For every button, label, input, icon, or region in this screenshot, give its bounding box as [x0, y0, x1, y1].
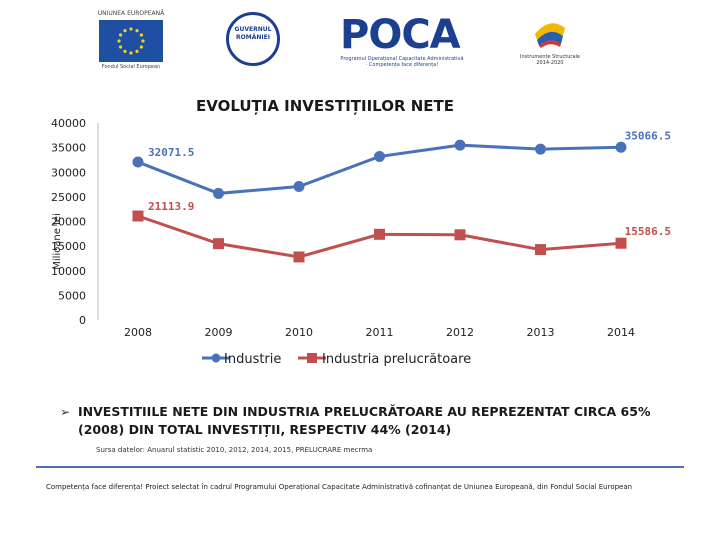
government-logo: GUVERNUL ROMÂNIEI [222, 10, 282, 74]
x-tick-label: 2011 [366, 326, 394, 339]
x-tick-label: 2009 [205, 326, 233, 339]
data-point-industrie [374, 150, 385, 162]
data-point-prelucratoare [535, 244, 546, 256]
x-tick-label: 2010 [285, 326, 313, 339]
x-tick-label: 2013 [527, 326, 555, 339]
data-label: 32071.5 [148, 146, 194, 159]
legend-label-industrie: Industrie [224, 352, 281, 367]
chart-title: EVOLUȚIA INVESTIȚIILOR NETE [196, 97, 454, 115]
y-tick-label: 10000 [51, 265, 86, 278]
gov-seal-icon [226, 12, 280, 66]
divider [36, 466, 684, 468]
poca-wordmark: POCA [340, 12, 461, 58]
y-axis-label: Milioane lei [52, 213, 63, 270]
data-point-prelucratoare [132, 210, 144, 222]
legend-label-prelucratoare: Industria prelucrătoare [322, 352, 471, 367]
data-label: 35066.5 [625, 129, 671, 142]
data-point-prelucratoare [374, 228, 385, 240]
data-point-industrie [615, 141, 627, 153]
footer-text: Competența face diferența! Proiect selec… [46, 483, 633, 491]
instrumente-structurale-icon [535, 23, 565, 48]
y-tick-label: 0 [79, 314, 86, 327]
data-point-prelucratoare [615, 237, 627, 249]
poca-logo: POCA Programul Operațional Capacitate Ad… [338, 10, 464, 74]
summary-bullet: ➢ INVESTITIILE NETE DIN INDUSTRIA PRELUC… [60, 403, 658, 439]
data-point-industrie [213, 187, 224, 199]
eu-caption-bottom: Fondul Social European [101, 64, 161, 70]
data-point-prelucratoare [293, 251, 305, 263]
gov-text: GUVERNUL ROMÂNIEI [234, 26, 272, 41]
data-point-industrie [454, 139, 466, 151]
y-tick-label: 5000 [58, 289, 86, 302]
data-label: 15586.5 [625, 225, 671, 238]
data-label: 21113.9 [148, 200, 194, 213]
y-tick-label: 30000 [51, 166, 86, 179]
x-tick-label: 2012 [446, 326, 474, 339]
eu-flag-icon [99, 20, 163, 62]
summary-text: INVESTITIILE NETE DIN INDUSTRIA PRELUCRĂ… [78, 404, 651, 437]
instrumente-structurale-logo: Instrumente Structurale 2014-2020 [515, 10, 585, 74]
poca-tagline: Programul Operațional Capacitate Adminis… [340, 56, 464, 68]
data-source: Sursa datelor: Anuarul statistic 2010, 2… [96, 446, 373, 454]
legend-marker-industrie [211, 353, 221, 363]
y-tick-label: 40000 [51, 117, 86, 130]
data-point-prelucratoare [213, 238, 224, 250]
eu-logo: UNIUNEA EUROPEANĂ Fondul Social European [95, 10, 167, 74]
x-tick-label: 2014 [607, 326, 635, 339]
instrumente-structurale-text: Instrumente Structurale 2014-2020 [520, 54, 580, 66]
data-point-prelucratoare [454, 229, 466, 241]
data-point-industrie [535, 143, 546, 155]
y-tick-label: 15000 [51, 240, 86, 253]
legend-marker-prelucratoare [307, 353, 317, 363]
y-tick-label: 35000 [51, 142, 86, 155]
investments-chart: EVOLUȚIA INVESTIȚIILOR NETE 0 5000 10000 150… [51, 97, 671, 367]
x-tick-label: 2008 [124, 326, 152, 339]
data-point-industrie [132, 156, 144, 168]
eu-caption-top: UNIUNEA EUROPEANĂ [97, 10, 165, 17]
arrow-bullet-icon: ➢ [60, 405, 71, 419]
y-tick-label: 20000 [51, 216, 86, 229]
y-tick-label: 25000 [51, 191, 86, 204]
data-point-industrie [293, 181, 305, 193]
